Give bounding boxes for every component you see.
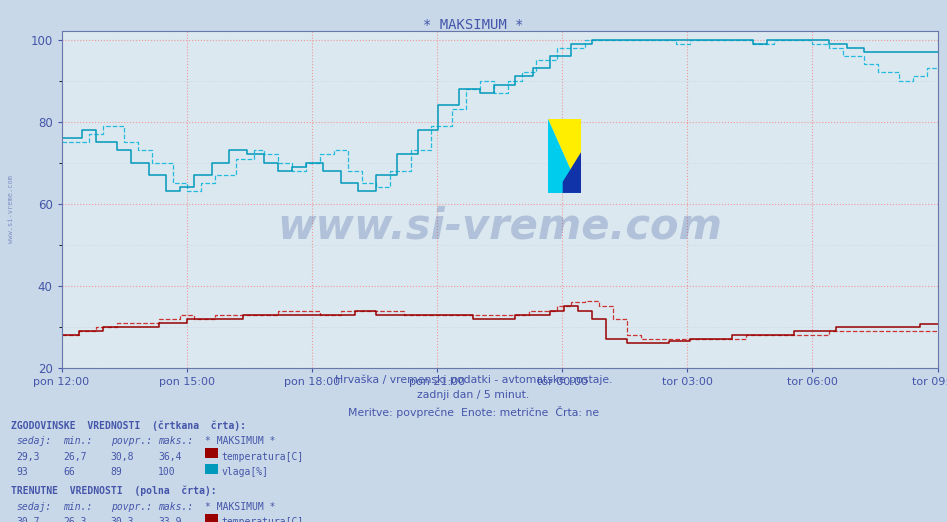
Text: www.si-vreme.com: www.si-vreme.com [9, 175, 14, 243]
Text: 30,8: 30,8 [111, 452, 134, 461]
Text: min.:: min.: [63, 436, 93, 446]
Polygon shape [547, 119, 581, 193]
Text: vlaga[%]: vlaga[%] [222, 467, 269, 477]
Text: 30,7: 30,7 [16, 517, 40, 522]
Polygon shape [563, 152, 581, 193]
Text: maks.:: maks.: [158, 436, 193, 446]
Polygon shape [547, 119, 581, 193]
Text: Hrvaška / vremenski podatki - avtomatske postaje.: Hrvaška / vremenski podatki - avtomatske… [334, 374, 613, 385]
Text: 29,3: 29,3 [16, 452, 40, 461]
Text: 66: 66 [63, 467, 75, 477]
Text: maks.:: maks.: [158, 502, 193, 512]
Text: TRENUTNE  VREDNOSTI  (polna  črta):: TRENUTNE VREDNOSTI (polna črta): [11, 486, 217, 496]
Text: ZGODOVINSKE  VREDNOSTI  (črtkana  črta):: ZGODOVINSKE VREDNOSTI (črtkana črta): [11, 420, 246, 431]
Text: temperatura[C]: temperatura[C] [222, 517, 304, 522]
Text: * MAKSIMUM *: * MAKSIMUM * [205, 436, 276, 446]
Text: Meritve: povprečne  Enote: metrične  Črta: ne: Meritve: povprečne Enote: metrične Črta:… [348, 406, 599, 418]
Text: 26,7: 26,7 [63, 452, 87, 461]
Text: 36,4: 36,4 [158, 452, 182, 461]
Text: zadnji dan / 5 minut.: zadnji dan / 5 minut. [418, 390, 529, 400]
Text: 30,3: 30,3 [111, 517, 134, 522]
Text: www.si-vreme.com: www.si-vreme.com [277, 206, 722, 247]
Text: 93: 93 [16, 467, 27, 477]
Text: 26,3: 26,3 [63, 517, 87, 522]
Text: sedaj:: sedaj: [16, 436, 51, 446]
Text: * MAKSIMUM *: * MAKSIMUM * [205, 502, 276, 512]
Text: * MAKSIMUM *: * MAKSIMUM * [423, 18, 524, 32]
Text: 89: 89 [111, 467, 122, 477]
Text: min.:: min.: [63, 502, 93, 512]
Text: temperatura[C]: temperatura[C] [222, 452, 304, 461]
Text: 33,9: 33,9 [158, 517, 182, 522]
Text: sedaj:: sedaj: [16, 502, 51, 512]
Text: povpr.:: povpr.: [111, 436, 152, 446]
Text: povpr.:: povpr.: [111, 502, 152, 512]
Text: 100: 100 [158, 467, 176, 477]
